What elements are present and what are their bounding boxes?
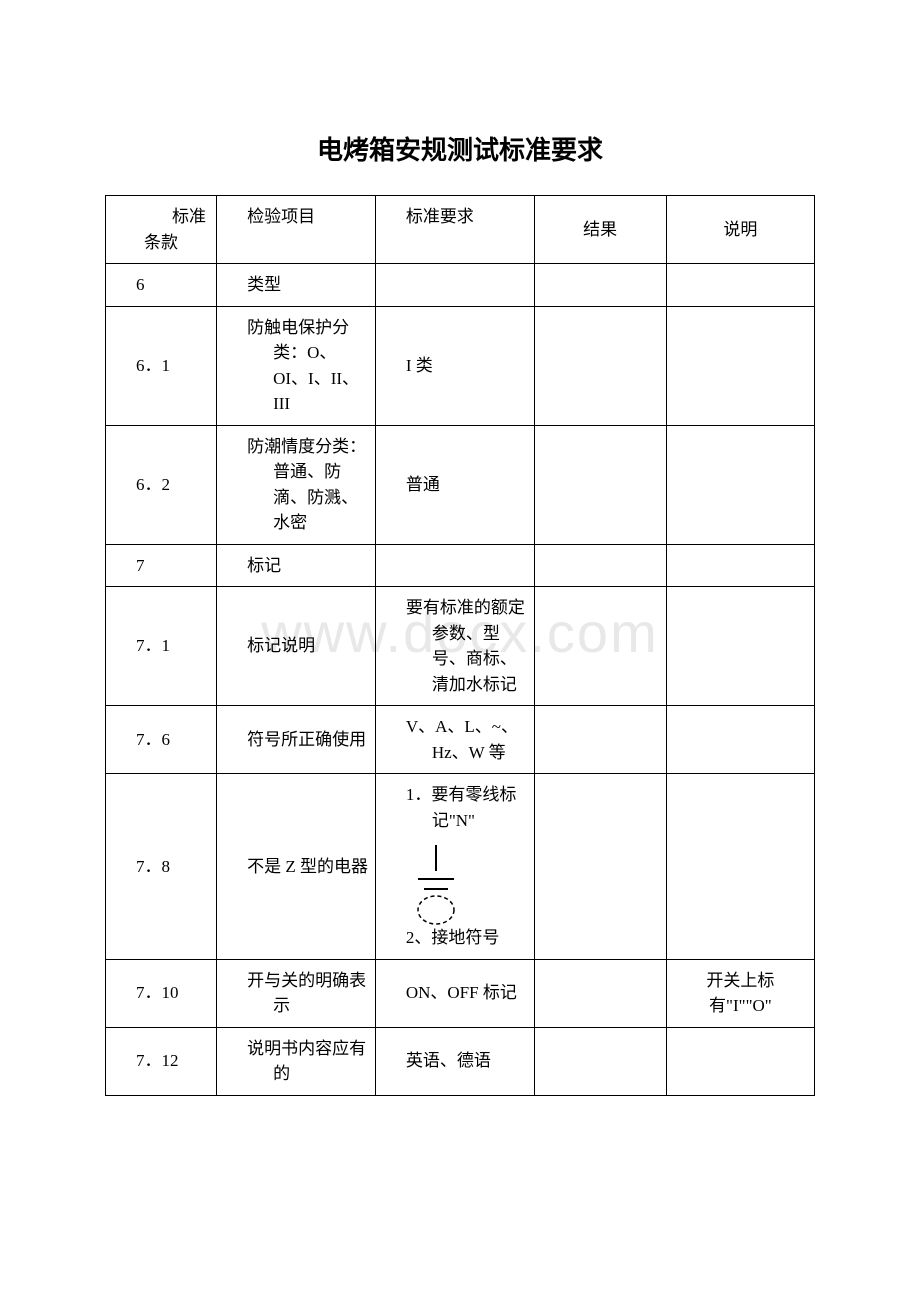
table-row: 6．2 防潮情度分类：普通、防滴、防溅、水密 普通 — [106, 425, 815, 544]
table-row: 7 标记 — [106, 544, 815, 587]
cell-result — [534, 587, 666, 706]
cell-item: 开与关的明确表示 — [217, 959, 376, 1027]
col-header-item: 检验项目 — [217, 196, 376, 264]
cell-requirement: 要有标准的额定参数、型号、商标、清加水标记 — [375, 587, 534, 706]
cell-clause: 6．1 — [106, 306, 217, 425]
cell-notes — [666, 544, 814, 587]
cell-result — [534, 1027, 666, 1095]
cell-item: 防触电保护分类：O、OI、I、II、III — [217, 306, 376, 425]
cell-requirement: 普通 — [375, 425, 534, 544]
cell-requirement: 1．要有零线标记"N" 2、接地符号 — [375, 774, 534, 960]
requirement-line1: 1．要有零线标记"N" — [406, 782, 530, 833]
table-header-row: 标准条款 检验项目 标准要求 结果 说明 — [106, 196, 815, 264]
cell-notes — [666, 706, 814, 774]
requirement-line2: 2、接地符号 — [406, 928, 500, 947]
col-header-result: 结果 — [534, 196, 666, 264]
cell-notes — [666, 1027, 814, 1095]
cell-requirement: I 类 — [375, 306, 534, 425]
cell-item: 标记说明 — [217, 587, 376, 706]
table-row: 7．12 说明书内容应有的 英语、德语 — [106, 1027, 815, 1095]
cell-item: 类型 — [217, 264, 376, 307]
col-header-clause: 标准条款 — [106, 196, 217, 264]
cell-requirement: ON、OFF 标记 — [375, 959, 534, 1027]
table-row: 6 类型 — [106, 264, 815, 307]
col-header-requirement: 标准要求 — [375, 196, 534, 264]
cell-result — [534, 774, 666, 960]
cell-clause: 7．1 — [106, 587, 217, 706]
cell-item: 不是 Z 型的电器 — [217, 774, 376, 960]
cell-requirement: 英语、德语 — [375, 1027, 534, 1095]
cell-notes — [666, 425, 814, 544]
table-row: 7．8 不是 Z 型的电器 1．要有零线标记"N" 2、接地符号 — [106, 774, 815, 960]
cell-notes — [666, 774, 814, 960]
cell-clause: 7．10 — [106, 959, 217, 1027]
table-row: 7．1 标记说明 要有标准的额定参数、型号、商标、清加水标记 — [106, 587, 815, 706]
cell-clause: 6．2 — [106, 425, 217, 544]
cell-requirement: V、A、L、~、Hz、W 等 — [375, 706, 534, 774]
table-row: 7．10 开与关的明确表示 ON、OFF 标记 开关上标有"I""O" — [106, 959, 815, 1027]
cell-requirement — [375, 264, 534, 307]
cell-clause: 7 — [106, 544, 217, 587]
ground-icon — [416, 845, 456, 925]
cell-result — [534, 264, 666, 307]
cell-item: 说明书内容应有的 — [217, 1027, 376, 1095]
cell-result — [534, 706, 666, 774]
cell-requirement — [375, 544, 534, 587]
table-row: 7．6 符号所正确使用 V、A、L、~、Hz、W 等 — [106, 706, 815, 774]
cell-item: 防潮情度分类：普通、防滴、防溅、水密 — [217, 425, 376, 544]
cell-notes: 开关上标有"I""O" — [666, 959, 814, 1027]
standards-table: 标准条款 检验项目 标准要求 结果 说明 6 类型 6．1 防触电保护分类：O、… — [105, 195, 815, 1096]
cell-result — [534, 425, 666, 544]
table-row: 6．1 防触电保护分类：O、OI、I、II、III I 类 — [106, 306, 815, 425]
cell-clause: 7．12 — [106, 1027, 217, 1095]
cell-notes — [666, 587, 814, 706]
cell-clause: 6 — [106, 264, 217, 307]
page-title: 电烤箱安规测试标准要求 — [317, 130, 603, 167]
cell-item: 标记 — [217, 544, 376, 587]
cell-result — [534, 959, 666, 1027]
cell-result — [534, 544, 666, 587]
cell-clause: 7．6 — [106, 706, 217, 774]
cell-notes — [666, 264, 814, 307]
cell-notes — [666, 306, 814, 425]
cell-result — [534, 306, 666, 425]
cell-item: 符号所正确使用 — [217, 706, 376, 774]
cell-clause: 7．8 — [106, 774, 217, 960]
col-header-notes: 说明 — [666, 196, 814, 264]
